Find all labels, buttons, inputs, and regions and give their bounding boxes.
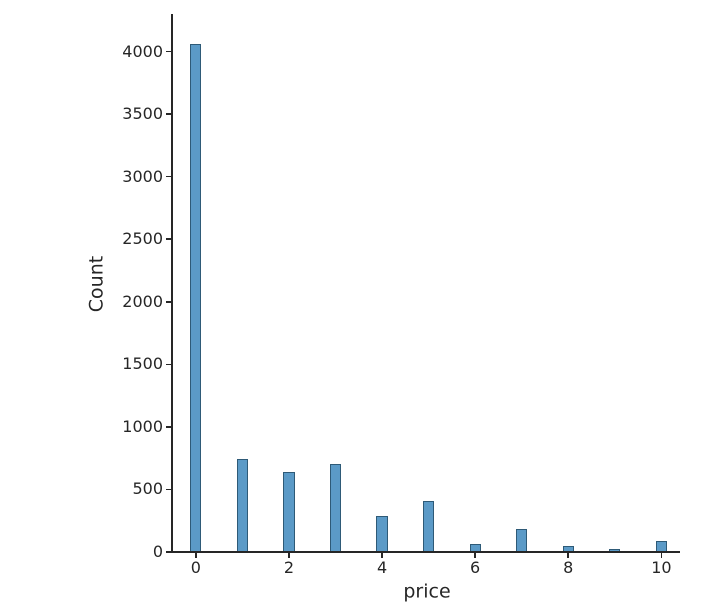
y-tick-mark <box>166 175 171 178</box>
y-tick-mark <box>166 113 171 115</box>
x-tick-label: 10 <box>651 558 672 577</box>
y-tick-mark <box>166 363 171 366</box>
x-tick-label: 8 <box>563 558 574 577</box>
x-tick-mark <box>660 553 663 558</box>
x-axis-label: price <box>403 580 451 603</box>
bar <box>376 516 388 552</box>
x-tick-mark <box>474 553 476 558</box>
y-tick-mark <box>166 488 171 491</box>
x-tick-mark <box>381 553 383 558</box>
y-tick-mark <box>166 551 171 553</box>
x-tick-label: 0 <box>190 558 201 577</box>
y-tick-label: 1000 <box>122 416 163 436</box>
bar <box>516 529 528 552</box>
y-tick-mark <box>166 50 171 53</box>
bar <box>283 471 295 552</box>
y-tick-label: 1500 <box>122 354 163 374</box>
x-tick-label: 6 <box>470 558 481 577</box>
bar <box>469 544 481 552</box>
x-tick-mark <box>288 553 290 558</box>
y-tick-mark <box>166 238 171 240</box>
y-tick-label: 500 <box>132 479 163 499</box>
y-tick-label: 2500 <box>122 229 163 249</box>
x-tick-label: 4 <box>376 558 388 577</box>
y-tick-label: 3000 <box>122 166 163 186</box>
x-tick-label: 2 <box>283 558 295 577</box>
y-tick-mark <box>166 426 171 428</box>
y-axis-spine <box>171 14 173 553</box>
bar <box>562 545 574 552</box>
x-axis-spine <box>171 551 680 553</box>
x-tick-mark <box>567 553 570 558</box>
bar <box>190 44 202 552</box>
bar <box>609 549 621 552</box>
bar <box>423 501 435 552</box>
y-tick-mark <box>166 300 171 303</box>
y-axis-label: Count <box>85 255 108 313</box>
y-tick-label: 2000 <box>122 291 163 311</box>
y-tick-label: 0 <box>152 542 163 561</box>
y-tick-label: 4000 <box>122 41 163 61</box>
bar <box>329 464 342 552</box>
bar <box>236 459 248 552</box>
y-tick-label: 3500 <box>122 104 163 124</box>
bar <box>655 541 667 552</box>
x-tick-mark <box>195 553 197 558</box>
